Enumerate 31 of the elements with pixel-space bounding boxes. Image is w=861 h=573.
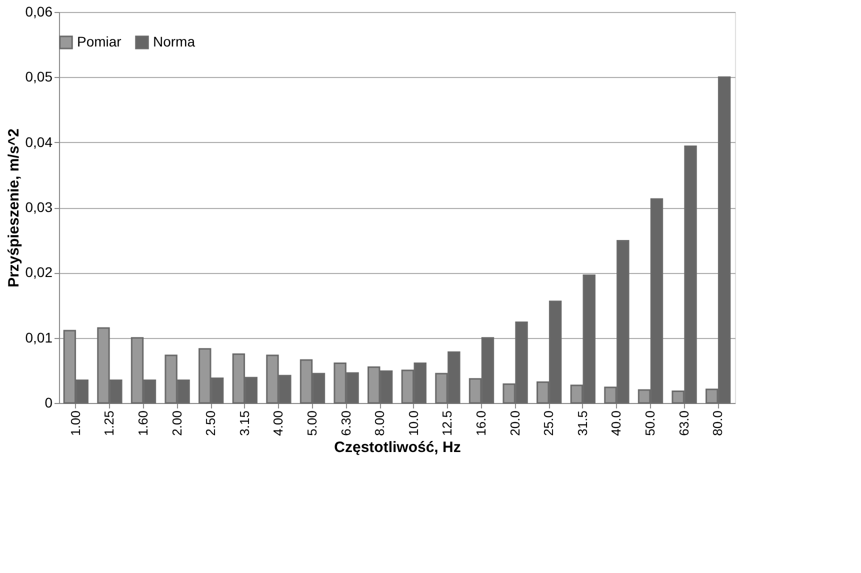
x-tick-label: 40.0 xyxy=(608,410,624,436)
x-tick-label: 3.15 xyxy=(236,410,252,436)
y-tick-label: 0,05 xyxy=(25,68,53,85)
y-axis-title: Przyśpieszenie, m/s^2 xyxy=(5,128,22,288)
x-tick-label: 6.30 xyxy=(338,410,354,436)
x-tick-label: 80.0 xyxy=(710,410,726,436)
x-tick-label: 31.5 xyxy=(574,410,590,436)
x-tick-label: 2.50 xyxy=(203,410,218,436)
legend-label: Pomiar xyxy=(77,33,122,50)
x-tick-label: 20.0 xyxy=(507,410,522,436)
x-tick-label: 2.00 xyxy=(169,410,184,436)
x-tick-label: 50.0 xyxy=(642,410,658,436)
x-tick-label: 25.0 xyxy=(541,410,556,436)
x-axis-title: Częstotliwość, Hz xyxy=(334,438,461,456)
x-tick-label: 63.0 xyxy=(676,410,692,436)
x-tick-label: 1.25 xyxy=(102,410,117,436)
y-tick-label: 0,02 xyxy=(25,264,53,280)
x-tick-label: 4.00 xyxy=(270,410,286,436)
x-tick-label: 12.5 xyxy=(440,410,455,436)
y-tick-label: 0,06 xyxy=(25,4,53,20)
y-tick-label: 0 xyxy=(44,394,53,410)
x-tick-label: 16.0 xyxy=(474,410,488,436)
x-tick-label: 5.00 xyxy=(304,410,320,436)
legend-label: Norma xyxy=(153,33,196,50)
x-tick-label: 1.00 xyxy=(68,410,83,436)
y-tick-label: 0,04 xyxy=(25,134,53,150)
x-tick-label: 8.00 xyxy=(372,410,388,436)
y-tick-label: 0,03 xyxy=(25,199,53,215)
x-tick-label: 10.0 xyxy=(406,410,421,436)
y-tick-label: 0,01 xyxy=(25,329,53,346)
x-tick-label: 1.60 xyxy=(136,410,150,436)
